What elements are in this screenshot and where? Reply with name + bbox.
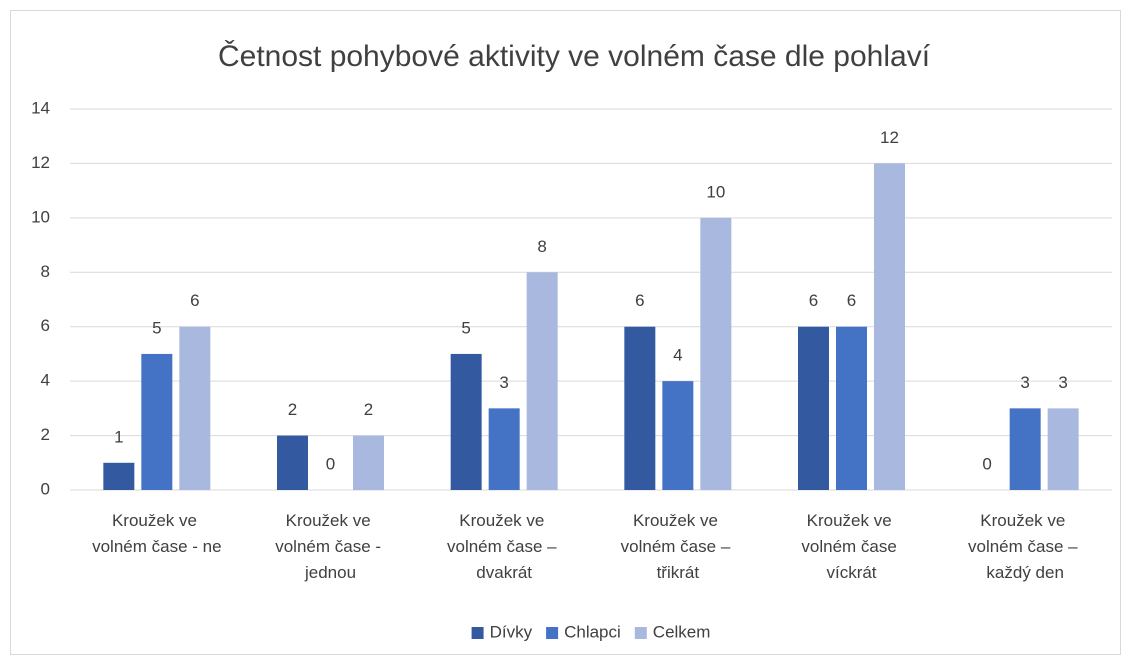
y-tick-label: 2 <box>41 425 50 444</box>
data-label: 1 <box>114 427 123 446</box>
data-label: 3 <box>1058 373 1067 392</box>
y-tick-label: 14 <box>31 98 50 117</box>
y-tick-label: 8 <box>41 262 50 281</box>
bar <box>700 217 732 490</box>
bar <box>798 326 829 490</box>
y-tick-label: 4 <box>41 371 50 390</box>
bar <box>662 381 694 490</box>
bar <box>277 435 308 490</box>
data-label: 10 <box>706 182 725 201</box>
x-tick-label: Kroužek ve volném čase – dvakrát <box>447 511 561 582</box>
data-label: 5 <box>461 318 470 337</box>
y-tick-label: 0 <box>41 479 50 498</box>
legend-label: Celkem <box>653 622 711 641</box>
legend-label: Dívky <box>490 622 533 641</box>
x-tick-label: Kroužek ve volném čase – třikrát <box>621 511 735 582</box>
bar <box>488 408 520 490</box>
bar <box>353 435 384 490</box>
data-label: 12 <box>880 128 899 147</box>
data-label: 2 <box>288 400 297 419</box>
chart-border <box>10 10 1121 655</box>
x-tick-label: Kroužek ve volném čase – každý den <box>968 511 1082 582</box>
data-label: 4 <box>673 346 682 365</box>
bar <box>450 353 482 490</box>
bar <box>1009 408 1041 490</box>
data-label: 3 <box>1020 373 1029 392</box>
bar <box>624 326 656 490</box>
data-label: 0 <box>326 454 335 473</box>
bar <box>526 272 558 490</box>
legend-swatch <box>471 627 484 639</box>
y-tick-label: 6 <box>41 316 50 335</box>
legend-item: Chlapci <box>546 622 621 641</box>
x-tick-label: Kroužek ve volném čase - jednou <box>275 511 386 582</box>
data-label: 2 <box>364 400 373 419</box>
data-label: 3 <box>499 373 508 392</box>
data-label: 6 <box>847 291 856 310</box>
x-tick-label: Kroužek ve volném čase víckrát <box>801 511 901 582</box>
bar <box>103 462 135 490</box>
legend-item: Celkem <box>634 622 711 641</box>
bar <box>874 163 905 490</box>
data-label: 6 <box>190 291 199 310</box>
data-label: 8 <box>537 237 546 256</box>
legend-swatch <box>546 627 559 639</box>
data-label: 0 <box>982 454 991 473</box>
bar <box>141 353 173 490</box>
data-label: 6 <box>635 291 644 310</box>
chart-title: Četnost pohybové aktivity ve volném čase… <box>218 39 931 73</box>
bar <box>836 326 867 490</box>
legend-item: Dívky <box>471 622 533 641</box>
y-tick-label: 10 <box>31 207 50 226</box>
bar <box>179 326 211 490</box>
x-tick-label: Kroužek ve volném čase - ne <box>92 511 221 556</box>
bar <box>1047 408 1079 490</box>
y-tick-label: 12 <box>31 153 50 172</box>
data-label: 5 <box>152 318 161 337</box>
legend-label: Chlapci <box>564 622 621 641</box>
data-label: 6 <box>809 291 818 310</box>
legend-swatch <box>634 627 647 639</box>
